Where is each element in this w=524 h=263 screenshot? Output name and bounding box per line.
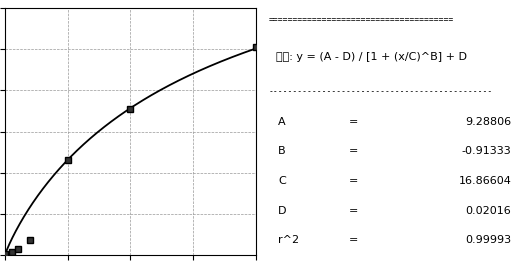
Text: -0.91333: -0.91333 [462,146,511,156]
Text: C: C [278,176,286,186]
Text: r^2: r^2 [278,235,299,245]
Text: 0.99993: 0.99993 [465,235,511,245]
Text: =: = [348,146,358,156]
Text: =: = [348,235,358,245]
Text: 方程: y = (A - D) / [1 + (x/C)^B] + D: 方程: y = (A - D) / [1 + (x/C)^B] + D [276,52,467,62]
Text: D: D [278,206,287,216]
Text: =: = [348,176,358,186]
Text: B: B [278,146,286,156]
Text: 16.86604: 16.86604 [458,176,511,186]
Text: 0.02016: 0.02016 [465,206,511,216]
Text: 9.28806: 9.28806 [465,117,511,127]
Text: A: A [278,117,286,127]
Text: =: = [348,206,358,216]
Text: ======================================: ====================================== [268,15,453,24]
Text: =: = [348,117,358,127]
Text: ======================================: ====================================== [268,262,453,263]
Text: ----------------------------------------------: ----------------------------------------… [268,87,493,96]
